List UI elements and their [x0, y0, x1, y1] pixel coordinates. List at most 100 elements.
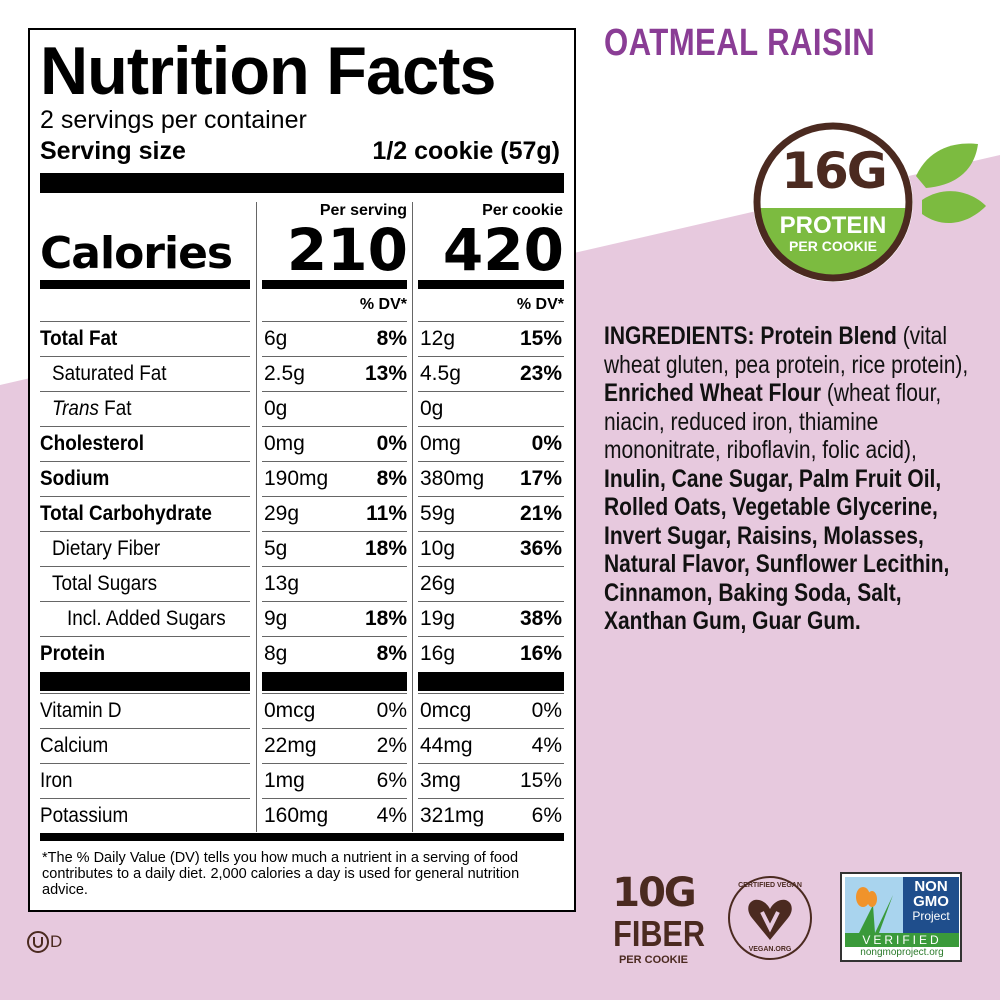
- nutrient-label: Incl. Added Sugars: [67, 607, 226, 630]
- serving-size-label: Serving size: [40, 137, 186, 165]
- nutrient-label: Total Carbohydrate: [40, 502, 212, 525]
- row-divider: [262, 693, 407, 694]
- dv-per-serving: 8%: [376, 327, 407, 350]
- amount-per-cookie: 59g: [420, 502, 456, 525]
- calories-divider: [40, 280, 250, 289]
- amount-per-serving: 190mg: [264, 467, 329, 490]
- nutrient-label: Protein: [40, 642, 106, 665]
- row-divider: [418, 356, 564, 357]
- calories-divider: [418, 280, 564, 289]
- protein-badge-graphic: [753, 122, 986, 282]
- nutrient-label: Total Fat: [40, 327, 118, 350]
- nutrient-name: Potassium: [40, 798, 128, 833]
- ingredients-segment: INGREDIENTS: Protein Blend: [604, 322, 897, 350]
- calories-label: Calories: [40, 228, 233, 279]
- amount-per-serving: 0mcg: [264, 699, 316, 722]
- nutrition-facts-title: Nutrition Facts: [40, 33, 496, 109]
- leaf-icon: [916, 143, 978, 188]
- fiber-badge: 10G FIBER PER COOKIE: [606, 870, 705, 966]
- amount-per-cookie: 4.5g: [420, 362, 461, 385]
- row-divider: [418, 461, 564, 462]
- ingredients-list: INGREDIENTS: Protein Blend (vital wheat …: [604, 322, 974, 636]
- dv-per-serving: 8%: [376, 642, 407, 665]
- amount-per-cookie: 380mg: [420, 467, 485, 490]
- protein-sub: PER COOKIE: [789, 238, 877, 254]
- dv-per-cookie: 21%: [519, 502, 562, 525]
- amount-per-cookie: 10g: [420, 537, 456, 560]
- row-divider: [418, 426, 564, 427]
- row-divider: [262, 531, 407, 532]
- amount-per-serving: 2.5g: [264, 362, 305, 385]
- amount-per-cookie: 0mg: [420, 432, 461, 455]
- amount-per-serving: 9g: [264, 607, 288, 630]
- nutrient-name: Incl. Added Sugars: [67, 601, 226, 636]
- per-serving-header: Per serving: [319, 202, 407, 219]
- ingredients-segment: (vital wheat gluten, pea protein, rice p…: [604, 322, 969, 379]
- row-divider: [262, 496, 407, 497]
- dv-per-cookie: 16%: [519, 642, 562, 665]
- vegan-heart-icon: [728, 876, 812, 960]
- row-divider: [418, 693, 564, 694]
- fiber-sub: PER COOKIE: [618, 954, 689, 966]
- amount-per-cookie: 12g: [420, 327, 456, 350]
- row-divider: [40, 496, 250, 497]
- row-divider: [418, 321, 564, 322]
- footnote: *The % Daily Value (DV) tells you how mu…: [42, 850, 520, 898]
- nutrient-label: Potassium: [40, 804, 129, 827]
- amount-per-serving: 160mg: [264, 804, 329, 827]
- nutrient-label: Cholesterol: [40, 432, 144, 455]
- nutrient-label-suffix: Fat: [98, 397, 132, 420]
- row-divider: [262, 763, 407, 764]
- dv-per-cookie: 15%: [519, 769, 562, 792]
- nongmo-line2: GMO: [913, 893, 949, 910]
- row-divider: [418, 391, 564, 392]
- nutrient-name: Sodium: [40, 461, 109, 496]
- column-divider: [256, 202, 257, 832]
- row-divider: [262, 391, 407, 392]
- dv-per-cookie: 4%: [531, 734, 562, 757]
- dv-per-serving: 8%: [376, 467, 407, 490]
- nutrient-name: Calcium: [40, 728, 108, 763]
- thick-divider: [40, 833, 564, 841]
- amount-per-cookie: 0mcg: [420, 699, 472, 722]
- dv-per-serving: 2%: [376, 734, 407, 757]
- dv-per-cookie: 6%: [531, 804, 562, 827]
- row-divider: [40, 728, 250, 729]
- amount-per-serving: 22mg: [264, 734, 317, 757]
- nongmo-line3: Project: [912, 909, 950, 923]
- dv-per-serving: 11%: [366, 502, 407, 525]
- row-divider: [40, 426, 250, 427]
- dv-header: % DV*: [516, 296, 564, 313]
- row-divider: [262, 636, 407, 637]
- row-divider: [40, 391, 250, 392]
- nongmo-url: nongmoproject.org: [860, 947, 944, 958]
- amount-per-cookie: 0g: [420, 397, 444, 420]
- row-divider: [40, 636, 250, 637]
- vegan-top-text: CERTIFIED VEGAN: [738, 882, 802, 889]
- row-divider: [418, 531, 564, 532]
- dv-per-serving: 6%: [376, 769, 407, 792]
- row-divider: [418, 566, 564, 567]
- dv-per-cookie: 0%: [531, 432, 562, 455]
- nutrient-label: Total Sugars: [52, 572, 158, 595]
- nutrient-name: Total Fat: [40, 321, 117, 356]
- amount-per-serving: 13g: [264, 572, 300, 595]
- dv-per-cookie: [486, 566, 562, 601]
- nutrient-name: Total Sugars: [52, 566, 157, 601]
- nongmo-line1: NON: [914, 878, 948, 895]
- column-divider: [412, 202, 413, 832]
- ingredients-segment: Enriched Wheat Flour: [604, 379, 822, 407]
- nutrient-name: Dietary Fiber: [52, 531, 160, 566]
- fiber-amount: 10G: [612, 870, 697, 916]
- amount-per-serving: 5g: [264, 537, 288, 560]
- protein-label: PROTEIN: [779, 212, 887, 239]
- row-divider: [262, 566, 407, 567]
- nutrient-name: Protein: [40, 636, 105, 671]
- calories-per-cookie: 420: [442, 216, 564, 284]
- dv-per-cookie: 0%: [531, 699, 562, 722]
- row-divider: [262, 728, 407, 729]
- row-divider: [40, 763, 250, 764]
- calories-per-serving: 210: [286, 216, 408, 284]
- amount-per-cookie: 26g: [420, 572, 456, 595]
- row-divider: [262, 601, 407, 602]
